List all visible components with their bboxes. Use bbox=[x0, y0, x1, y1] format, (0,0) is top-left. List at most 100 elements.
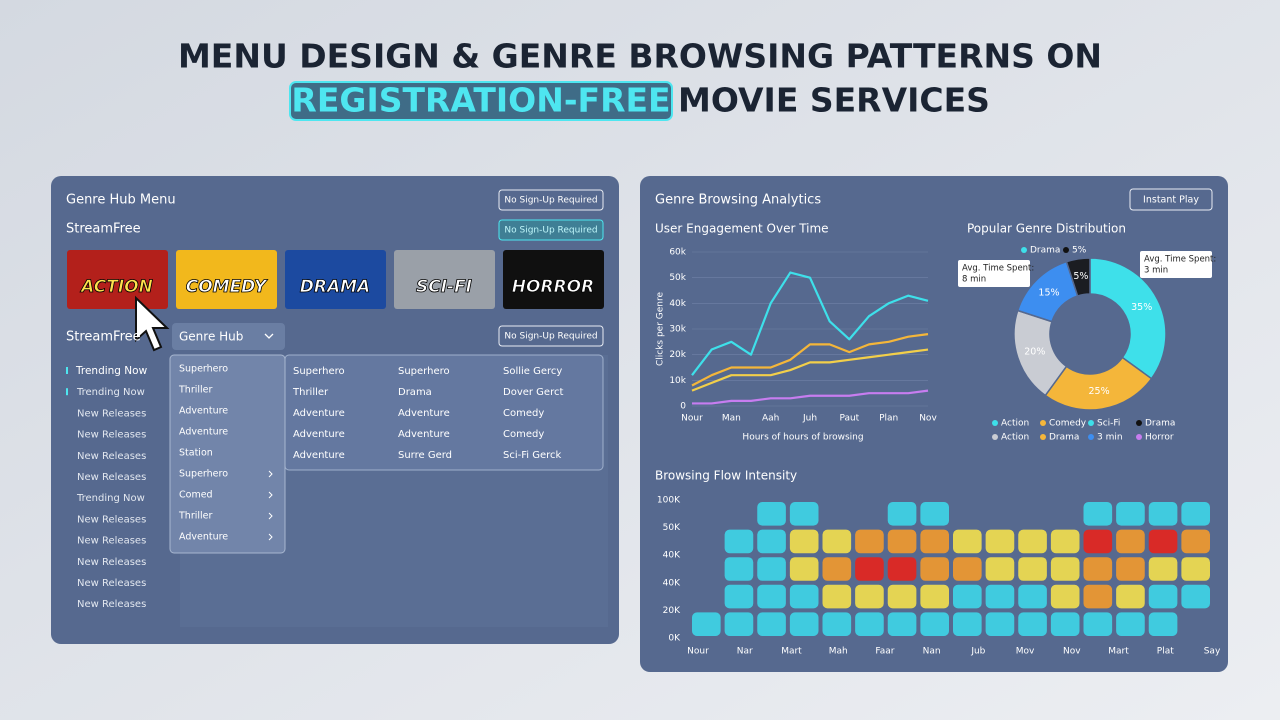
y-tick-label: 60k bbox=[669, 248, 686, 258]
badge bbox=[498, 325, 604, 347]
donut-slice bbox=[1044, 356, 1153, 411]
sidebar-item[interactable]: New Releases bbox=[77, 472, 146, 483]
genre-grid-item[interactable]: Dover Gerct bbox=[503, 387, 563, 398]
genre-grid-item[interactable]: Surre Gerd bbox=[398, 450, 452, 461]
callout-text: 8 min bbox=[962, 275, 986, 285]
legend-label: Action bbox=[1001, 419, 1029, 429]
genre-tile-label: DRAMA bbox=[300, 277, 370, 297]
genre-tile[interactable] bbox=[176, 250, 277, 309]
heat-cell bbox=[1018, 584, 1047, 609]
sidebar-item[interactable]: New Releases bbox=[77, 536, 146, 547]
heat-cell bbox=[1050, 584, 1080, 609]
genre-grid-item[interactable]: Adventure bbox=[398, 408, 450, 419]
heat-cell bbox=[1116, 529, 1145, 554]
y-tick-label: 30k bbox=[669, 325, 686, 335]
x-tick-label: Nar bbox=[737, 647, 753, 657]
sidebar-item[interactable]: New Releases bbox=[77, 451, 146, 462]
heat-cell bbox=[1181, 584, 1210, 609]
dropdown-item[interactable]: Adventure bbox=[179, 532, 228, 543]
x-tick-label: Nan bbox=[923, 647, 941, 657]
y-tick-label: 20K bbox=[663, 606, 681, 616]
x-tick-label: Juh bbox=[802, 414, 817, 424]
heat-cell bbox=[692, 612, 721, 636]
genre-grid-item[interactable]: Superhero bbox=[398, 366, 450, 377]
sidebar-item[interactable]: New Releases bbox=[77, 408, 146, 419]
dropdown-item[interactable]: Superhero bbox=[179, 469, 228, 480]
x-axis-label: Hours of hours of browsing bbox=[742, 433, 863, 443]
sidebar-item[interactable]: Trending Now bbox=[75, 365, 148, 377]
genre-grid-item[interactable]: Sollie Gercy bbox=[503, 366, 562, 377]
heat-cell bbox=[887, 557, 917, 581]
genre-grid-item[interactable]: Superhero bbox=[293, 366, 345, 377]
x-tick-label: Mov bbox=[1016, 647, 1035, 657]
heat-cell bbox=[789, 502, 819, 526]
genre-grid-item[interactable]: Drama bbox=[398, 387, 432, 398]
genre-grid-item[interactable]: Adventure bbox=[398, 429, 450, 440]
legend-swatch bbox=[1063, 247, 1069, 253]
title: MOVIE SERVICES bbox=[678, 81, 990, 120]
y-tick-label: 50k bbox=[669, 273, 686, 283]
sidebar-item[interactable]: New Releases bbox=[77, 578, 146, 589]
heat-cell bbox=[920, 584, 949, 609]
dropdown-item[interactable]: Station bbox=[179, 448, 213, 459]
y-tick-label: 0 bbox=[680, 402, 686, 412]
dropdown[interactable] bbox=[172, 323, 285, 350]
legend-swatch bbox=[1040, 434, 1046, 440]
heat-cell bbox=[822, 529, 852, 554]
legend-label: Horror bbox=[1145, 433, 1174, 443]
genre-tile[interactable] bbox=[67, 250, 168, 309]
legend-label: Drama bbox=[1030, 246, 1060, 256]
legend-swatch bbox=[1040, 420, 1046, 426]
legend-label: Comedy bbox=[1049, 419, 1087, 429]
panel-title: Genre Browsing Analytics bbox=[655, 193, 821, 208]
donut-slice bbox=[1089, 257, 1167, 380]
sidebar-item[interactable]: Trending Now bbox=[76, 387, 145, 398]
callout-text: Avg. Time Spent: bbox=[1144, 255, 1216, 265]
legend-label: Action bbox=[1001, 433, 1029, 443]
genre-grid-item[interactable]: Comedy bbox=[503, 429, 544, 440]
sidebar-item[interactable]: New Releases bbox=[77, 599, 146, 610]
heat-cell bbox=[822, 612, 852, 636]
heat-cell bbox=[1018, 529, 1047, 554]
heat-cell bbox=[920, 529, 949, 554]
x-tick-label: Paut bbox=[839, 414, 859, 424]
heat-cell bbox=[953, 584, 982, 609]
genre-tile[interactable] bbox=[503, 250, 604, 309]
genre-grid-item[interactable]: Adventure bbox=[293, 450, 345, 461]
dropdown-item[interactable]: Comed bbox=[179, 490, 213, 501]
genre-grid-item[interactable]: Adventure bbox=[293, 408, 345, 419]
dropdown-item[interactable]: Adventure bbox=[179, 427, 228, 438]
genre-grid-item[interactable]: Comedy bbox=[503, 408, 544, 419]
line-series bbox=[691, 348, 929, 392]
x-tick-label: Faar bbox=[875, 647, 894, 657]
heat-cell bbox=[1018, 557, 1047, 581]
badge bbox=[498, 189, 604, 211]
heat-cell bbox=[1050, 612, 1080, 636]
legend-label: Drama bbox=[1145, 419, 1175, 429]
sidebar-item[interactable]: New Releases bbox=[77, 514, 146, 525]
genre-grid-item[interactable]: Sci-Fi Gerck bbox=[503, 450, 562, 461]
heat-cell bbox=[920, 502, 949, 526]
sidebar-item[interactable]: New Releases bbox=[77, 430, 146, 441]
heat-cell bbox=[985, 557, 1015, 581]
y-tick-label: 40k bbox=[669, 299, 686, 309]
genre-grid-item[interactable]: Thriller bbox=[292, 387, 329, 398]
submenu-arrow bbox=[268, 533, 273, 541]
genre-tile-label: HORROR bbox=[512, 277, 594, 297]
heat-cell bbox=[789, 584, 819, 609]
genre-grid-item[interactable]: Adventure bbox=[293, 429, 345, 440]
heat-cell bbox=[724, 612, 754, 636]
dropdown-item[interactable]: Thriller bbox=[178, 511, 212, 522]
sidebar-item[interactable]: New Releases bbox=[77, 557, 146, 568]
heat-cell bbox=[822, 557, 852, 581]
sidebar-item[interactable]: Trending Now bbox=[76, 493, 145, 504]
dropdown-item[interactable]: Adventure bbox=[179, 406, 228, 417]
dropdown-item[interactable]: Superhero bbox=[179, 364, 228, 375]
x-tick-label: Nov bbox=[919, 414, 937, 424]
heat-cell bbox=[1116, 584, 1145, 609]
genre-tile[interactable] bbox=[394, 250, 495, 309]
genre-tile[interactable] bbox=[285, 250, 386, 309]
button[interactable] bbox=[1129, 188, 1213, 211]
x-tick-label: Say bbox=[1204, 647, 1221, 657]
dropdown-item[interactable]: Thriller bbox=[178, 385, 212, 396]
